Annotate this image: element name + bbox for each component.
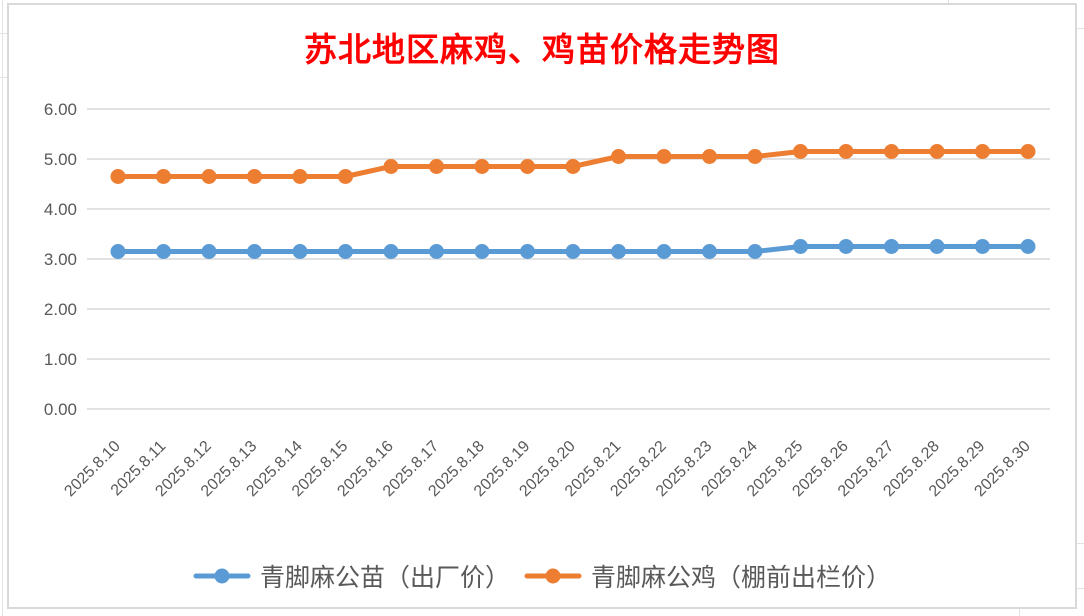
- spreadsheet-gridline: [948, 0, 949, 3]
- plot-area: 0.001.002.003.004.005.006.002025.8.10202…: [44, 100, 1050, 500]
- spreadsheet-gridline: [1077, 28, 1084, 29]
- legend-label-chick-price: 青脚麻公苗（出厂价）: [259, 563, 510, 592]
- legend-line-dot-marker: [524, 568, 582, 584]
- legend-label-chicken-price: 青脚麻公鸡（棚前出栏价）: [591, 563, 892, 592]
- svg-text:6.00: 6.00: [44, 100, 77, 119]
- svg-text:3.00: 3.00: [44, 250, 77, 269]
- svg-text:4.00: 4.00: [44, 200, 77, 219]
- svg-text:2.00: 2.00: [44, 300, 77, 319]
- svg-text:1.00: 1.00: [44, 350, 77, 369]
- spreadsheet-gridline: [2, 0, 3, 616]
- legend-line-dot-marker: [193, 568, 251, 584]
- spreadsheet-gridline: [1077, 543, 1084, 544]
- spreadsheet-gridline: [0, 77, 7, 78]
- legend-item-chicken-price: 青脚麻公鸡（棚前出栏价）: [524, 558, 891, 594]
- price-trend-chart[interactable]: 苏北地区麻鸡、鸡苗价格走势图 0.00 1.00 2.00 3.00 4.00 5.00 6…: [7, 3, 1077, 609]
- chart-legend: 青脚麻公苗（出厂价） 青脚麻公鸡（棚前出栏价）: [9, 558, 1075, 594]
- spreadsheet-gridline: [1077, 588, 1084, 589]
- legend-item-chick-price: 青脚麻公苗（出厂价）: [193, 558, 510, 594]
- chart-title: 苏北地区麻鸡、鸡苗价格走势图: [304, 30, 780, 69]
- svg-text:0.00: 0.00: [44, 400, 77, 419]
- spreadsheet-gridline: [0, 33, 7, 34]
- svg-text:5.00: 5.00: [44, 150, 77, 169]
- spreadsheet-gridline: [1019, 609, 1020, 616]
